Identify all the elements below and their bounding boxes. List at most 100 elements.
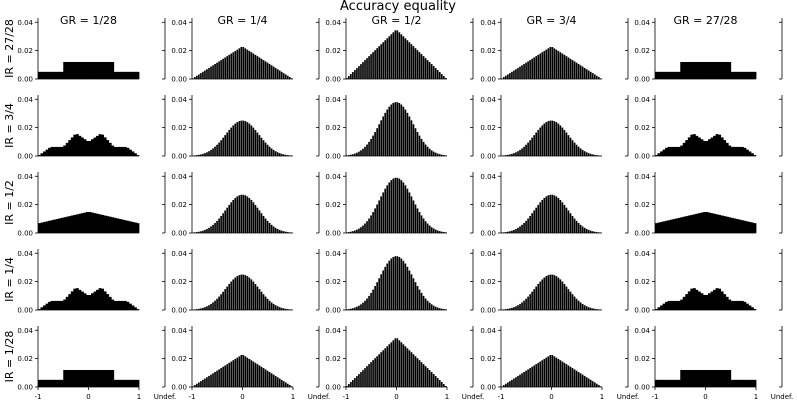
bar <box>265 143 267 156</box>
x-tick-label: 1 <box>754 393 758 400</box>
bar <box>124 220 127 233</box>
bar <box>68 62 71 79</box>
bar <box>560 279 562 310</box>
bar <box>81 138 84 156</box>
bar <box>549 355 551 387</box>
bar <box>126 72 129 79</box>
bar <box>713 62 716 79</box>
bar <box>43 305 46 310</box>
panel-r1-c4: 0.000.020.04 <box>634 95 782 161</box>
bar <box>433 229 435 233</box>
bar <box>529 216 531 233</box>
bar <box>360 372 362 387</box>
column-title: GR = 1/28 <box>60 14 117 27</box>
bar <box>560 52 562 79</box>
y-tick-label: 0.00 <box>17 384 33 392</box>
bar <box>204 71 206 79</box>
bar <box>232 200 234 233</box>
bar <box>247 122 249 156</box>
bar <box>718 289 721 310</box>
bar <box>76 370 79 387</box>
bar <box>427 224 429 233</box>
bar <box>388 261 390 310</box>
bar <box>527 369 529 387</box>
bar <box>423 219 425 234</box>
bar <box>269 301 271 310</box>
bar <box>226 287 228 310</box>
bar <box>723 294 726 310</box>
bar <box>558 124 560 156</box>
bar <box>214 301 216 310</box>
bar <box>212 302 214 310</box>
bar <box>51 380 54 387</box>
bar <box>680 300 683 310</box>
bar <box>435 376 437 387</box>
bar <box>129 380 132 387</box>
x-tick-label: 1 <box>445 393 449 400</box>
bar <box>574 143 576 156</box>
bar <box>257 364 259 387</box>
bar <box>86 370 89 387</box>
bar <box>76 288 79 310</box>
bar <box>399 340 401 387</box>
bar <box>586 306 588 310</box>
y-tick-label: 0.04 <box>325 19 341 27</box>
bar <box>364 224 366 233</box>
bar <box>81 292 84 310</box>
bar <box>232 279 234 310</box>
bar <box>218 297 220 310</box>
bar <box>419 136 421 156</box>
bar <box>562 202 564 233</box>
bar <box>431 372 433 387</box>
bar <box>236 50 238 79</box>
bar <box>403 344 405 387</box>
bar <box>441 382 443 387</box>
bar <box>723 216 726 233</box>
bar <box>384 267 386 310</box>
y-tick-label: 0.00 <box>17 230 33 238</box>
bar <box>285 74 287 79</box>
bar <box>234 124 236 156</box>
bar <box>695 62 698 79</box>
bar <box>41 72 44 79</box>
bar <box>564 55 566 79</box>
bar <box>111 146 114 156</box>
y-tick-label: 0.02 <box>325 355 341 363</box>
bar <box>224 210 226 233</box>
bar <box>423 364 425 387</box>
bar <box>693 370 696 387</box>
bar <box>570 138 572 156</box>
bar <box>695 214 698 233</box>
bar <box>243 47 245 79</box>
bar <box>718 135 721 156</box>
bar <box>665 72 668 79</box>
y-tick-label: 0.00 <box>325 307 341 315</box>
bar <box>668 380 671 387</box>
bar <box>521 373 523 387</box>
bar <box>220 368 222 387</box>
bar <box>240 275 242 310</box>
bar <box>94 370 97 387</box>
bar <box>384 40 386 79</box>
bar <box>78 290 81 310</box>
bar <box>733 147 736 156</box>
bar <box>41 307 44 310</box>
bar <box>726 370 729 387</box>
bar <box>531 213 533 233</box>
bar <box>265 61 267 79</box>
bar <box>364 147 366 156</box>
bar <box>407 267 409 310</box>
y-tick-label: 0.00 <box>480 307 496 315</box>
bar <box>690 370 693 387</box>
bar <box>89 295 92 310</box>
chart-title: Accuracy equality <box>340 0 456 14</box>
bar <box>685 140 688 156</box>
bar <box>86 141 89 156</box>
bar <box>380 196 382 233</box>
bar <box>106 216 109 233</box>
bar <box>271 148 273 156</box>
bar <box>131 72 134 79</box>
bar <box>247 196 249 233</box>
bar <box>723 62 726 79</box>
bar <box>43 222 46 233</box>
